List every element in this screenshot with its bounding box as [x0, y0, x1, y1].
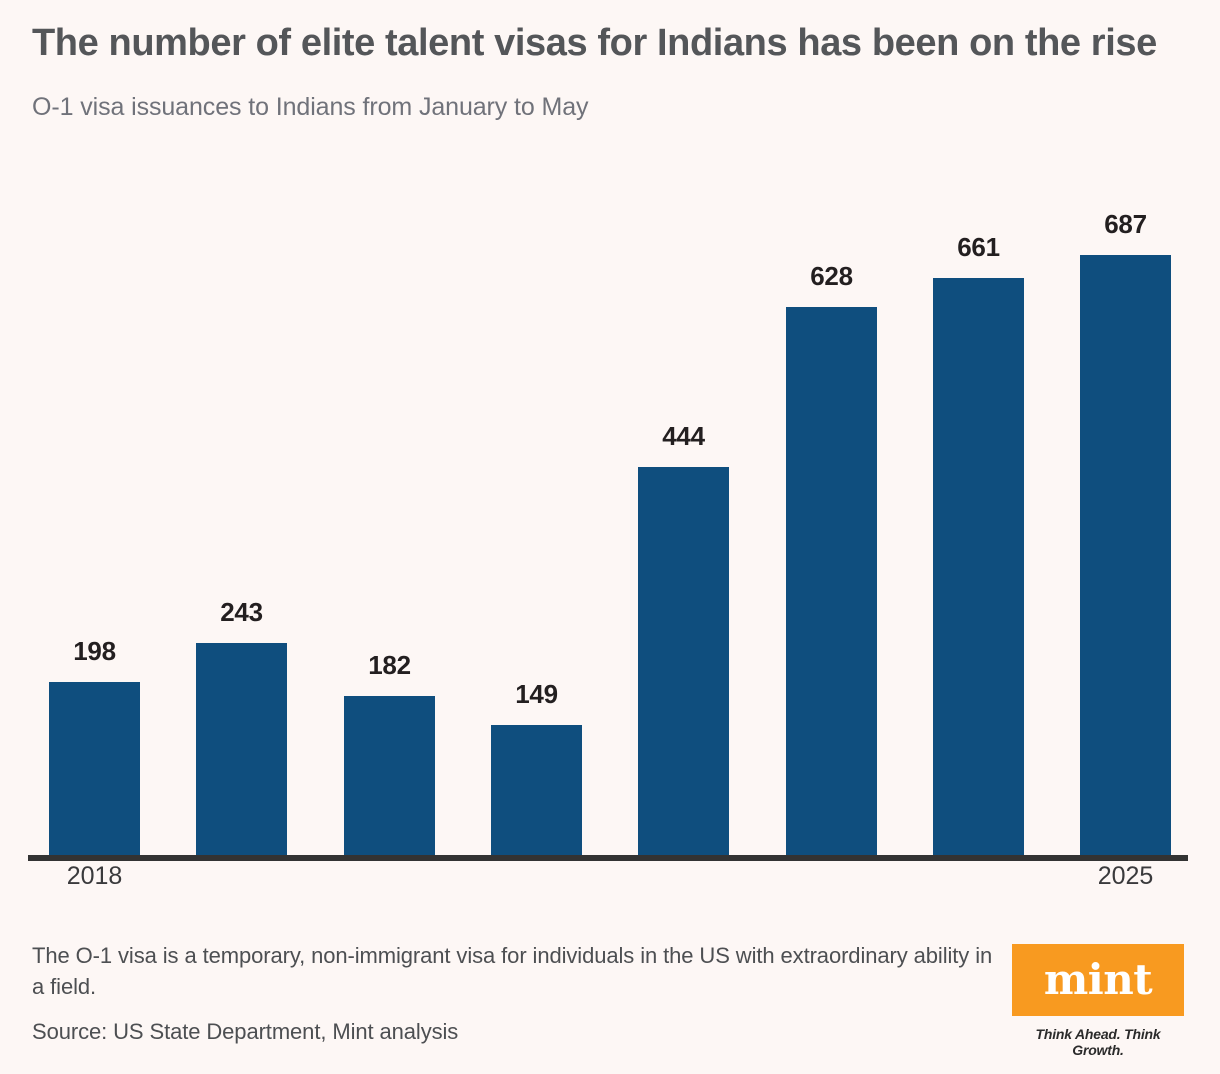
- bar-value-label: 687: [1104, 209, 1147, 239]
- chart-header: The number of elite talent visas for Ind…: [32, 22, 1192, 122]
- bar: [491, 725, 582, 855]
- bar: [196, 643, 287, 855]
- x-axis-line: [28, 855, 1188, 861]
- bar-value-label: 243: [220, 597, 263, 627]
- bar-value-label: 661: [957, 232, 1000, 262]
- bar-value-label: 444: [662, 421, 705, 451]
- bar: [49, 682, 140, 855]
- bar: [1080, 255, 1171, 855]
- x-axis-tick-2025: 2025: [1097, 862, 1154, 890]
- bar-group: 182: [344, 650, 435, 855]
- footer-text-block: The O-1 visa is a temporary, non-immigra…: [32, 940, 1007, 1045]
- bar-value-label: 182: [368, 650, 411, 680]
- bar-group: 444: [638, 421, 729, 855]
- bar: [344, 696, 435, 855]
- bar-group: 628: [786, 261, 877, 855]
- bar: [933, 278, 1024, 855]
- bar-series: 198 243 182 149 444 628 661 687: [0, 196, 1220, 864]
- mint-tagline: Think Ahead. Think Growth.: [1035, 1026, 1161, 1058]
- footnote: The O-1 visa is a temporary, non-immigra…: [32, 943, 993, 1000]
- chart-subtitle: O-1 visa issuances to Indians from Janua…: [32, 93, 589, 122]
- bar-group: 687: [1080, 209, 1171, 855]
- chart-footer: The O-1 visa is a temporary, non-immigra…: [32, 940, 1192, 1058]
- bar-group: 243: [196, 597, 287, 855]
- bar-group: 661: [933, 232, 1024, 855]
- mint-wordmark: mint: [1043, 955, 1153, 1004]
- bar-value-label: 628: [810, 261, 853, 291]
- bar-group: 198: [49, 636, 140, 855]
- bar: [638, 467, 729, 855]
- x-axis-tick-labels: 2018 2025: [0, 862, 1220, 902]
- bar-value-label: 149: [515, 679, 558, 709]
- bar-group: 149: [491, 679, 582, 855]
- page-title: The number of elite talent visas for Ind…: [32, 22, 1157, 64]
- mint-logo-box: mint: [1012, 944, 1184, 1016]
- x-axis-tick-2018: 2018: [66, 862, 123, 890]
- chart-plot-area: 198 243 182 149 444 628 661 687: [0, 196, 1220, 864]
- bar-value-label: 198: [73, 636, 116, 666]
- bar: [786, 307, 877, 855]
- source-note: Source: US State Department, Mint analys…: [32, 1019, 459, 1045]
- mint-logo: mint Think Ahead. Think Growth.: [1012, 940, 1192, 1058]
